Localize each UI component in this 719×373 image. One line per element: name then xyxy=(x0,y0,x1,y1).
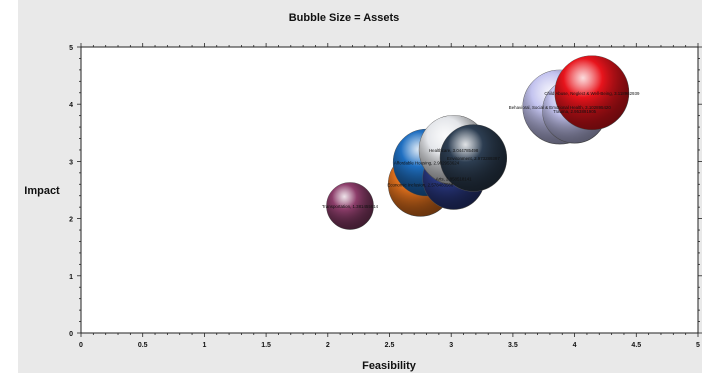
bubble-shading-0 xyxy=(326,182,374,230)
bubble-label-2: Affordable Housing, 2.902953624 xyxy=(394,161,460,166)
bubble-label-7: Trauma, 2.953891905 xyxy=(553,109,597,114)
x-axis-label: Feasibility xyxy=(362,360,417,372)
bubble-chart: Bubble Size = Assets Transportation, 1.3… xyxy=(24,12,702,372)
bubble-label-8: Child Abuse, Neglect & Well-Being, 3.118… xyxy=(544,91,640,96)
y-tick-label: 0 xyxy=(69,331,73,338)
chart-title: Bubble Size = Assets xyxy=(289,12,400,24)
x-tick-label: 1.5 xyxy=(261,342,271,349)
y-tick-label: 3 xyxy=(69,159,73,166)
bubble-shading-5 xyxy=(440,124,507,192)
x-tick-label: 3 xyxy=(449,342,453,349)
x-tick-label: 4.5 xyxy=(631,342,641,349)
y-tick-label: 5 xyxy=(69,45,73,52)
x-tick-label: 3.5 xyxy=(508,342,518,349)
x-tick-label: 0.5 xyxy=(138,342,148,349)
y-tick-label: 4 xyxy=(69,102,73,109)
y-tick-label: 1 xyxy=(69,274,73,281)
bubble-shading-8 xyxy=(554,55,629,130)
x-tick-label: 2 xyxy=(326,342,330,349)
bubble-label-0: Transportation, 1.381455614 xyxy=(322,204,379,209)
x-tick-label: 5 xyxy=(696,342,700,349)
y-axis-label: Impact xyxy=(24,185,60,197)
bubble-label-1: Economic Inclusion, 2.578483568 xyxy=(387,182,453,187)
bubble-label-4: Healthcare, 3.044785498 xyxy=(429,148,479,153)
bubble-label-3: Arts, 2.858518141 xyxy=(436,177,472,182)
chart-background: Bubble Size = Assets Transportation, 1.3… xyxy=(18,0,702,373)
x-tick-label: 1 xyxy=(202,342,206,349)
bubble-label-6: Behavioral, Social & Emotional Health, 3… xyxy=(509,105,612,110)
x-tick-label: 2.5 xyxy=(385,342,395,349)
bubble-label-5: Environment, 2.973289397 xyxy=(447,156,500,161)
x-tick-label: 0 xyxy=(79,342,83,349)
y-tick-label: 2 xyxy=(69,217,73,224)
x-tick-label: 4 xyxy=(573,342,577,349)
